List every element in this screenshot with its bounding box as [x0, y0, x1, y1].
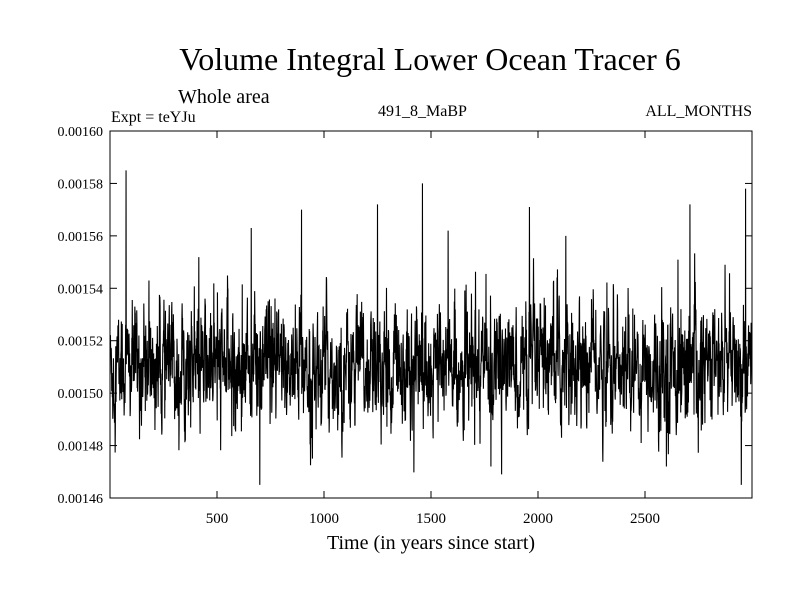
- x-tick-label: 2000: [523, 511, 553, 527]
- chart-title: Volume Integral Lower Ocean Tracer 6: [179, 41, 680, 77]
- y-tick-label: 0.00160: [58, 125, 104, 140]
- experiment-label: Expt = teYJu: [111, 109, 196, 126]
- region-label: Whole area: [178, 86, 270, 108]
- months-label: ALL_MONTHS: [645, 103, 752, 120]
- y-tick-label: 0.00146: [58, 492, 104, 507]
- period-label: 491_8_MaBP: [378, 103, 467, 120]
- y-tick-label: 0.00152: [58, 335, 104, 350]
- y-tick-label: 0.00150: [58, 387, 104, 402]
- y-tick-label: 0.00158: [58, 177, 104, 192]
- series-line: [109, 170, 753, 485]
- y-axis: 0.00146 0.00148 0.00150 0.00152 0.00154 0.001…: [58, 125, 752, 507]
- x-axis: 500 1000 1500 2000 2500: [206, 131, 660, 527]
- y-tick-label: 0.00156: [58, 230, 104, 245]
- series-layer: [109, 170, 753, 485]
- y-tick-label: 0.00148: [58, 440, 104, 455]
- y-tick-label: 0.00154: [58, 282, 104, 297]
- plot-frame: [109, 130, 753, 499]
- x-axis-label: Time (in years since start): [327, 532, 535, 554]
- x-tick-label: 1500: [416, 511, 446, 527]
- x-tick-label: 500: [206, 511, 229, 527]
- x-tick-label: 2500: [630, 511, 660, 527]
- x-tick-label: 1000: [309, 511, 339, 527]
